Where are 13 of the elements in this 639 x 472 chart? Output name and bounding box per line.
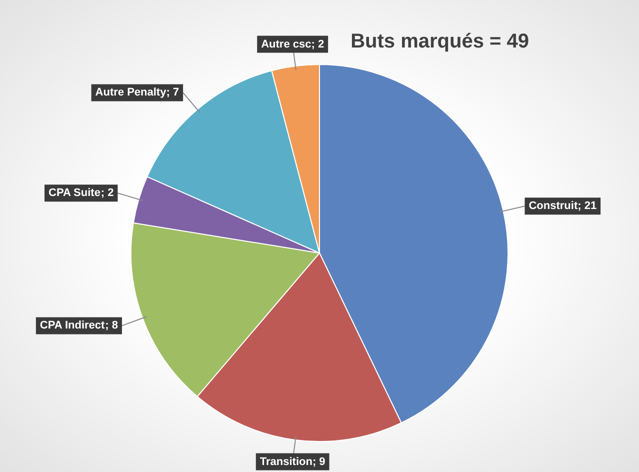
slice-label: Autre Penalty [95,86,168,99]
slice-label: Autre csc [261,38,312,50]
data-label: ; 9 [312,456,326,468]
data-label: ; 2 [100,187,114,200]
slice-label: Construit [528,200,578,212]
slice-label: CPA Indirect [40,320,106,332]
data-label: ; 7 [166,86,180,99]
slice-label: Transition [260,456,313,468]
chart-title: Buts marqués = 49 [350,30,529,53]
data-label: ; 8 [105,320,118,332]
data-label: ; 21 [578,200,597,212]
slice-label: CPA Suite [48,187,100,200]
data-label: ; 2 [311,38,324,50]
